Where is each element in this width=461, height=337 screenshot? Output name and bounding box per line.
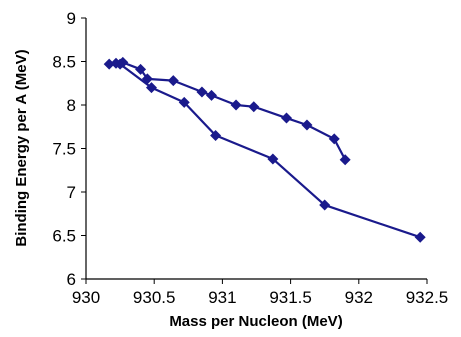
y-tick-label: 6.5 bbox=[52, 227, 76, 246]
data-point bbox=[167, 75, 179, 87]
y-tick-label: 8 bbox=[67, 96, 76, 115]
series-layer bbox=[103, 56, 426, 243]
data-point bbox=[210, 129, 222, 141]
plot-area bbox=[85, 18, 427, 280]
data-point bbox=[301, 119, 313, 131]
x-tick-label: 932 bbox=[345, 288, 373, 307]
data-point bbox=[205, 89, 217, 101]
x-tick-label: 930 bbox=[72, 288, 100, 307]
x-axis-title: Mass per Nucleon (MeV) bbox=[169, 313, 342, 330]
y-tick-label: 8.5 bbox=[52, 53, 76, 72]
x-tick-label: 931 bbox=[208, 288, 236, 307]
data-point bbox=[135, 63, 147, 75]
x-tick-label: 930.5 bbox=[133, 288, 176, 307]
data-point bbox=[319, 199, 331, 211]
y-tick-label: 9 bbox=[67, 9, 76, 28]
y-tick-label: 7 bbox=[67, 183, 76, 202]
data-point bbox=[281, 112, 293, 124]
data-point bbox=[196, 86, 208, 98]
series-line-2 bbox=[119, 63, 421, 239]
y-axis-title: Binding Energy per A (MeV) bbox=[13, 49, 30, 246]
data-point bbox=[267, 153, 279, 165]
data-point bbox=[328, 133, 340, 145]
y-axis-ticks: 6 6.5 7 7.5 8 8.5 9 bbox=[52, 9, 86, 289]
x-axis-ticks: 930 930.5 931 931.5 932 932.5 bbox=[72, 279, 448, 307]
data-point bbox=[339, 154, 351, 166]
data-point bbox=[248, 101, 260, 113]
data-point bbox=[145, 82, 157, 94]
y-tick-label: 7.5 bbox=[52, 140, 76, 159]
data-point bbox=[230, 99, 242, 111]
y-tick-label: 6 bbox=[67, 270, 76, 289]
data-point bbox=[178, 96, 190, 108]
data-point bbox=[414, 231, 426, 243]
x-tick-label: 932.5 bbox=[406, 288, 449, 307]
x-tick-label: 931.5 bbox=[269, 288, 312, 307]
data-point bbox=[103, 58, 115, 70]
data-point bbox=[114, 58, 126, 70]
